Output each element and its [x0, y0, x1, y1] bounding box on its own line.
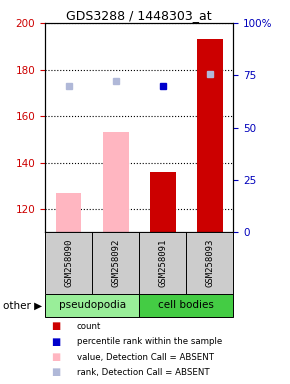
Bar [139, 294, 233, 317]
Text: ■: ■ [51, 337, 60, 347]
Bar [197, 39, 223, 232]
Text: GSM258090: GSM258090 [64, 239, 73, 287]
Text: rank, Detection Call = ABSENT: rank, Detection Call = ABSENT [77, 368, 209, 377]
Text: GSM258091: GSM258091 [158, 239, 167, 287]
Text: GSM258093: GSM258093 [205, 239, 214, 287]
Text: GSM258092: GSM258092 [111, 239, 120, 287]
Bar [56, 193, 81, 232]
Bar [103, 132, 128, 232]
Text: cell bodies: cell bodies [158, 300, 214, 310]
Title: GDS3288 / 1448303_at: GDS3288 / 1448303_at [66, 9, 212, 22]
Bar [150, 172, 176, 232]
Text: ■: ■ [51, 367, 60, 377]
Text: count: count [77, 322, 101, 331]
Text: percentile rank within the sample: percentile rank within the sample [77, 337, 222, 346]
Text: ■: ■ [51, 321, 60, 331]
Text: ■: ■ [51, 352, 60, 362]
Text: other ▶: other ▶ [3, 300, 42, 310]
Bar [45, 294, 139, 317]
Text: pseudopodia: pseudopodia [59, 300, 126, 310]
Text: value, Detection Call = ABSENT: value, Detection Call = ABSENT [77, 353, 214, 362]
